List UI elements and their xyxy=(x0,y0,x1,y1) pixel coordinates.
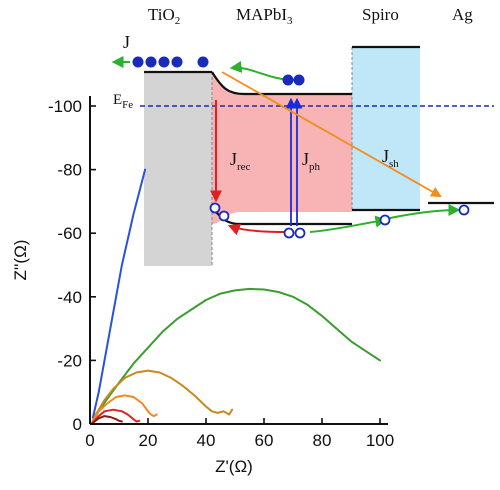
ag-label: Ag xyxy=(452,5,473,24)
x-tick-label: 80 xyxy=(313,431,332,450)
mapbi3-conduction-edge xyxy=(211,71,352,96)
hole xyxy=(218,210,230,222)
hole xyxy=(283,227,295,239)
j-label: J xyxy=(123,32,130,52)
spiro-layer xyxy=(352,47,420,210)
jsh-arrow xyxy=(221,71,442,198)
series-line-4 xyxy=(90,394,158,425)
electron xyxy=(197,56,209,68)
jph-label: Jph xyxy=(302,149,321,173)
series-line-1 xyxy=(91,168,147,419)
x-axis-ticks: 0 20 40 60 80 100 xyxy=(85,418,394,450)
series-line-3 xyxy=(90,369,234,425)
nyquist-plot: 0 20 40 60 80 100 0 -20 -40 -60 -80 -100 Z'(Ω) Z''… xyxy=(11,96,394,476)
y-axis-title: Z''(Ω) xyxy=(11,240,30,281)
hole-path xyxy=(309,215,388,233)
y-tick-label: -100 xyxy=(48,97,82,116)
electron xyxy=(145,56,157,68)
electron xyxy=(293,74,305,86)
hole xyxy=(458,204,470,216)
x-tick-label: 0 xyxy=(85,431,94,450)
hole xyxy=(209,202,221,214)
tio2-label: TiO2 xyxy=(148,5,180,27)
mapbi3-label: MAPbI3 xyxy=(236,5,293,27)
mapbi3-layer xyxy=(212,72,352,224)
x-tick-label: 40 xyxy=(197,431,216,450)
hole-row xyxy=(209,202,470,239)
y-tick-label: 0 xyxy=(73,415,82,434)
spiro-ag-path xyxy=(389,204,461,219)
y-tick-label: -40 xyxy=(57,288,82,307)
fermi-label: EFe xyxy=(113,92,133,111)
series-line-2 xyxy=(91,287,381,422)
electron xyxy=(171,56,183,68)
tio2-layer xyxy=(144,72,212,266)
series-line-5 xyxy=(90,408,141,425)
electron xyxy=(132,56,144,68)
x-tick-label: 20 xyxy=(139,431,158,450)
y-tick-label: -60 xyxy=(57,224,82,243)
hole xyxy=(294,227,306,239)
electron-row xyxy=(132,56,305,86)
jsh-label: Jsh xyxy=(382,146,399,170)
y-axis-ticks: 0 -20 -40 -60 -80 -100 xyxy=(48,97,96,434)
x-axis-title: Z'(Ω) xyxy=(215,457,253,476)
energy-band-diagram: TiO2 MAPbI3 Spiro Ag J EFe Jrec Jph Jsh xyxy=(111,5,494,266)
x-tick-label: 100 xyxy=(366,431,394,450)
electron xyxy=(282,74,294,86)
electron xyxy=(158,56,170,68)
jrec-label: Jrec xyxy=(230,149,251,173)
recombination-path xyxy=(227,223,289,236)
y-tick-label: -20 xyxy=(57,351,82,370)
series-line-6 xyxy=(90,415,123,425)
green-electron-path xyxy=(229,60,291,81)
hole xyxy=(379,214,391,226)
spiro-label: Spiro xyxy=(362,5,399,24)
y-tick-label: -80 xyxy=(57,161,82,180)
x-tick-label: 60 xyxy=(255,431,274,450)
series-layer xyxy=(90,168,381,425)
